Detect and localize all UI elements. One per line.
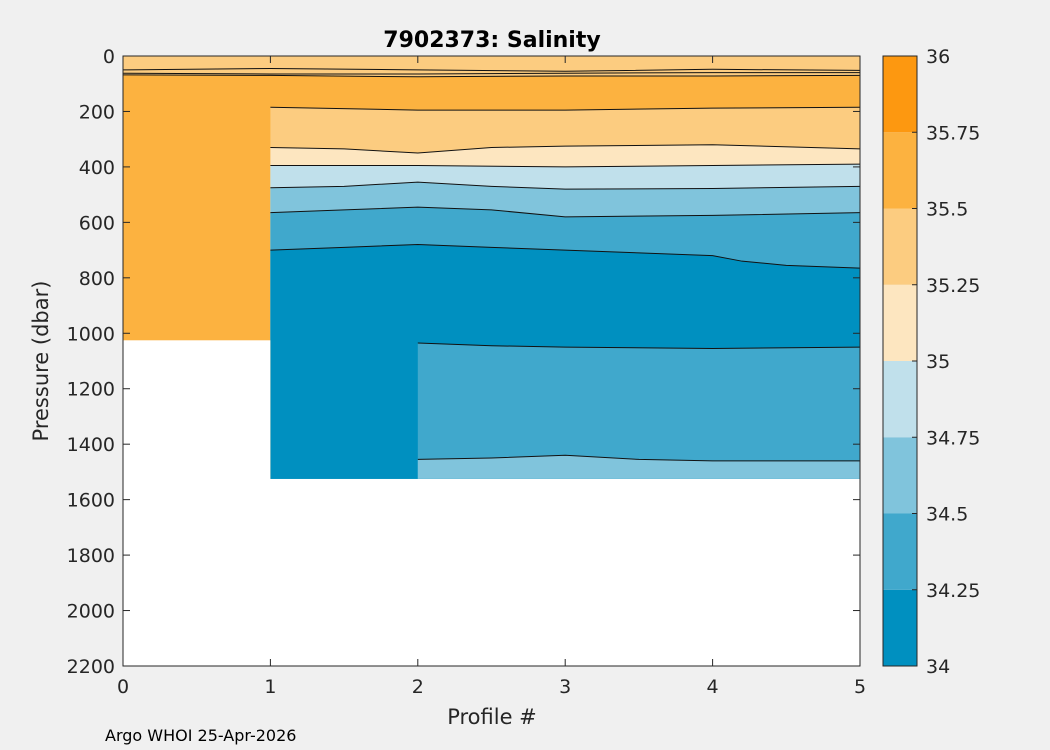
colorbar-tick-label: 35.75 [926,122,980,144]
y-tick-label: 1800 [67,545,115,567]
contour-line-5 [270,163,860,168]
y-tick-label: 2200 [67,656,115,678]
contour-lines [123,67,860,462]
colorbar-band [883,56,917,133]
contour-line-10 [417,454,860,462]
contour-line-0 [123,67,860,72]
colorbar-tick-label: 35 [926,351,950,373]
x-tick-label: 5 [854,676,866,698]
contour-line-8 [270,244,860,269]
y-tick-label: 1400 [67,434,115,456]
colorbar-band [883,208,917,285]
y-tick-label: 200 [79,101,115,123]
colorbar-tick-label: 35.5 [926,199,968,221]
colorbar-band [883,361,917,438]
colorbar-band [883,132,917,209]
x-axis-label: Profile # [447,705,537,729]
y-tick-label: 800 [79,268,115,290]
contour-line-1 [123,72,860,75]
x-tick-label: 3 [559,676,571,698]
y-axis-label: Pressure (dbar) [29,281,53,442]
y-tick-label: 0 [103,46,115,68]
y-tick-label: 1200 [67,379,115,401]
colorbar-tick-label: 34.75 [926,427,980,449]
plot-frame [122,55,861,667]
footer-credit: Argo WHOI 25-Apr-2026 [105,726,296,745]
contour-line-2 [123,74,860,78]
colorbar-band [883,513,917,590]
chart-title: 7902373: Salinity [383,28,600,53]
colorbar-tick-label: 34.5 [926,504,968,526]
y-tick-label: 1600 [67,490,115,512]
colorbar-band [883,589,917,666]
contour-line-9 [417,342,860,350]
y-tick-label: 1000 [67,323,115,345]
colorbar-tick-label: 34 [926,656,950,678]
contour-fill-1 [123,56,860,75]
colorbar-tick-label: 34.25 [926,580,980,602]
colorbar-band [883,437,917,514]
x-tick-label: 2 [412,676,424,698]
x-axis: 0 1 2 3 4 5 [117,56,866,698]
plot-area [122,55,861,667]
x-tick-label: 4 [707,676,719,698]
contour-line-6 [270,181,860,190]
y-tick-label: 400 [79,157,115,179]
y-tick-label: 2000 [67,601,115,623]
x-tick-label: 1 [264,676,276,698]
colorbar-band [883,284,917,361]
x-tick-label: 0 [117,676,129,698]
colorbar: 34 34.25 34.5 34.75 35 35.25 35.5 35.75 36 [882,46,980,678]
contour-line-4 [270,144,860,154]
y-tick-label: 600 [79,212,115,234]
colorbar-tick-label: 36 [926,46,950,68]
y-axis: 0 200 400 600 800 1000 1200 1400 1600 1800 2000 220… [67,46,860,678]
contour-fill-9 [417,342,860,479]
contour-line-3 [270,106,860,111]
contour-line-7 [270,206,860,218]
contour-fills [123,56,860,479]
colorbar-tick-label: 35.25 [926,275,980,297]
